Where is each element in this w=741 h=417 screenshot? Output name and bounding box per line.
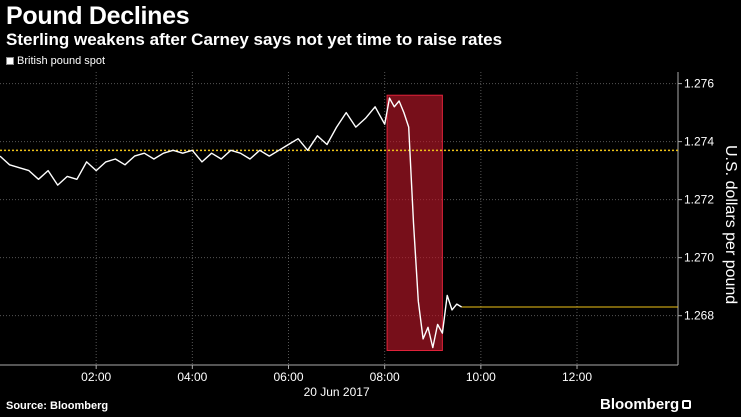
y-tick-label: 1.272 — [684, 193, 714, 207]
series-line — [0, 97, 462, 349]
legend: British pound spot — [6, 55, 105, 67]
legend-swatch — [6, 57, 14, 65]
brand-name: Bloomberg — [600, 396, 680, 413]
source-note: Source: Bloomberg — [6, 400, 109, 412]
legend-label: British pound spot — [17, 55, 106, 67]
chart-title: Pound Declines — [6, 2, 190, 30]
x-date-caption: 20 Jun 2017 — [304, 385, 370, 399]
x-tick-label: 12:00 — [562, 370, 592, 384]
highlight-box — [386, 94, 443, 351]
x-tick-label: 10:00 — [466, 370, 496, 384]
brand-square-icon — [682, 400, 692, 409]
x-tick-label: 06:00 — [273, 370, 303, 384]
y-axis-label: U.S. dollars per pound — [722, 145, 739, 305]
y-tick-label: 1.268 — [684, 309, 714, 323]
x-tick-label: 04:00 — [177, 370, 207, 384]
brand-logo: Bloomberg — [600, 396, 692, 413]
x-tick-label: 08:00 — [370, 370, 400, 384]
chart-subtitle: Sterling weakens after Carney says not y… — [6, 30, 503, 49]
y-tick-label: 1.276 — [684, 77, 714, 91]
y-tick-label: 1.270 — [684, 251, 714, 265]
y-tick-label: 1.274 — [684, 135, 714, 149]
x-tick-label: 02:00 — [81, 370, 111, 384]
